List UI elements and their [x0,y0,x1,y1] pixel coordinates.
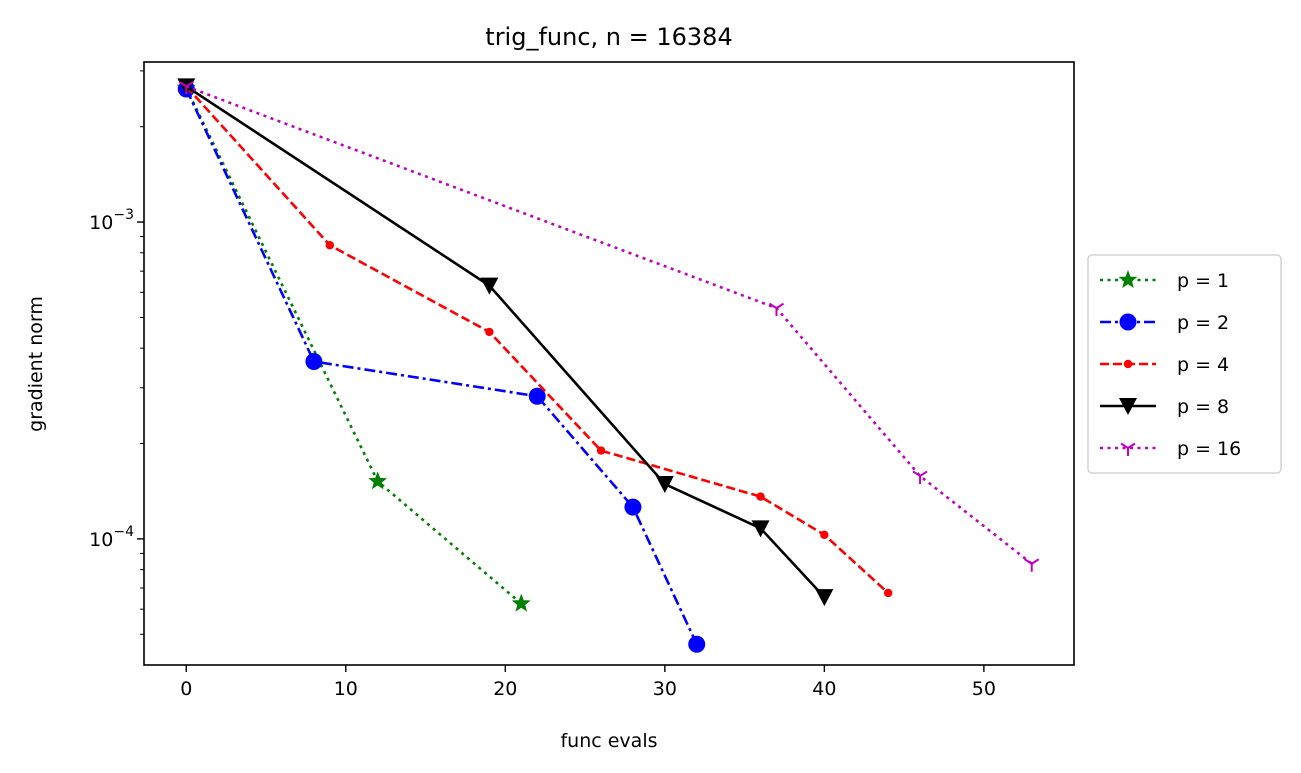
series-line [185,88,698,645]
data-point [178,81,194,95]
series-line [185,85,826,599]
data-point [624,498,642,516]
x-tick-label: 20 [493,678,517,700]
data-point [528,387,546,405]
legend-box [1087,254,1282,474]
y-axis-label: gradient norm [25,296,47,432]
data-point [1119,313,1137,331]
data-point [768,302,785,317]
series-line [185,87,523,605]
series-line [185,85,1033,565]
series-5 [178,81,1040,572]
data-point [1118,270,1138,289]
legend-label: p = 1 [1177,270,1229,292]
axes-frame [143,61,1075,666]
chart-title: trig_func, n = 16384 [485,23,732,51]
legend-label: p = 8 [1177,396,1229,418]
series-4 [177,78,834,607]
x-axis-label: func evals [560,730,657,752]
x-tick-label: 50 [972,678,996,700]
data-point [1123,359,1133,369]
plot-area [176,78,1040,653]
x-tick-label: 40 [812,678,836,700]
x-tick-label: 0 [180,678,192,700]
legend-label: p = 2 [1177,312,1229,334]
legend-item: p = 4 [1100,354,1229,376]
data-point [883,588,893,598]
data-point [511,593,531,612]
data-point [756,492,765,501]
data-point [751,520,770,538]
data-point [596,446,606,455]
legend-label: p = 16 [1177,438,1241,460]
legend-item: p = 2 [1100,312,1229,334]
legend: p = 1 p = 2 p = 4 p = 8 p = 16 [1087,254,1282,474]
legend-label: p = 4 [1177,354,1229,376]
series-1 [176,78,531,612]
legend-item: p = 1 [1100,270,1229,292]
data-point [1024,558,1040,572]
data-point [480,277,499,295]
data-point [485,327,494,337]
data-point [1119,398,1137,415]
legend-item: p = 8 [1100,396,1229,418]
legend-item: p = 16 [1100,438,1241,460]
data-point [368,471,388,490]
data-point [1120,442,1136,456]
data-point [325,241,335,250]
x-tick-label: 10 [334,678,358,700]
y-tick-label: 10−4 [89,524,134,551]
y-tick-label: 10−3 [89,207,134,234]
data-point [912,470,928,484]
data-point [655,476,674,494]
axes: 0 10 20 30 40 50 10−3 10−4 [89,61,1075,700]
data-point [820,530,829,540]
data-point [305,353,323,371]
data-point [815,589,834,607]
x-tick-label: 30 [653,678,677,700]
data-point [688,635,706,653]
